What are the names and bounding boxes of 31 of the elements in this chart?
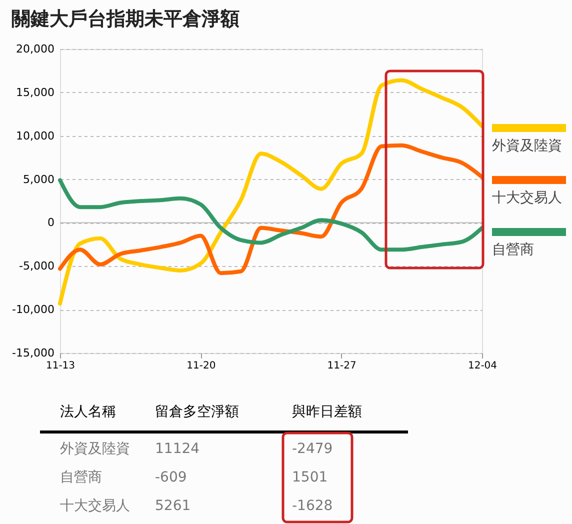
y-tick-label: 0	[48, 216, 54, 230]
line-series	[58, 143, 484, 276]
y-tick-label: 5,000	[23, 172, 54, 186]
series-label: 自營商	[492, 242, 534, 258]
x-tick-label: 11-20	[186, 360, 216, 372]
text: 法人名稱	[60, 404, 116, 420]
text: 外資及陸資	[60, 441, 130, 457]
chart-title: 關鍵大戶台指期未平倉淨額	[12, 8, 240, 30]
text: 1501	[292, 470, 328, 486]
text: 5261	[155, 498, 191, 514]
text: 11124	[155, 441, 200, 457]
y-tick-label: 20,000	[16, 42, 54, 56]
y-tick-label: 15,000	[16, 86, 54, 99]
y-tick-label: -10,000	[12, 303, 54, 316]
series-label: 十大交易人	[492, 190, 562, 206]
text: 與昨日差額	[292, 404, 362, 420]
text: -609	[155, 470, 187, 486]
series-label: 外資及陸資	[492, 138, 562, 154]
line-series	[58, 78, 484, 306]
x-tick-label: 12-04	[468, 360, 498, 372]
y-tick-label: 10,000	[16, 129, 54, 142]
y-tick-label: -5,000	[19, 260, 54, 273]
text: -1628	[292, 498, 333, 514]
y-tick-label: -15,000	[12, 346, 54, 360]
line-series	[58, 178, 484, 252]
x-tick-label: 11-13	[46, 360, 76, 372]
text: -2479	[292, 441, 333, 457]
x-tick-label: 11-27	[327, 360, 356, 372]
text: 留倉多空淨額	[155, 404, 239, 420]
text: 十大交易人	[60, 498, 130, 514]
text: 自營商	[60, 470, 102, 486]
